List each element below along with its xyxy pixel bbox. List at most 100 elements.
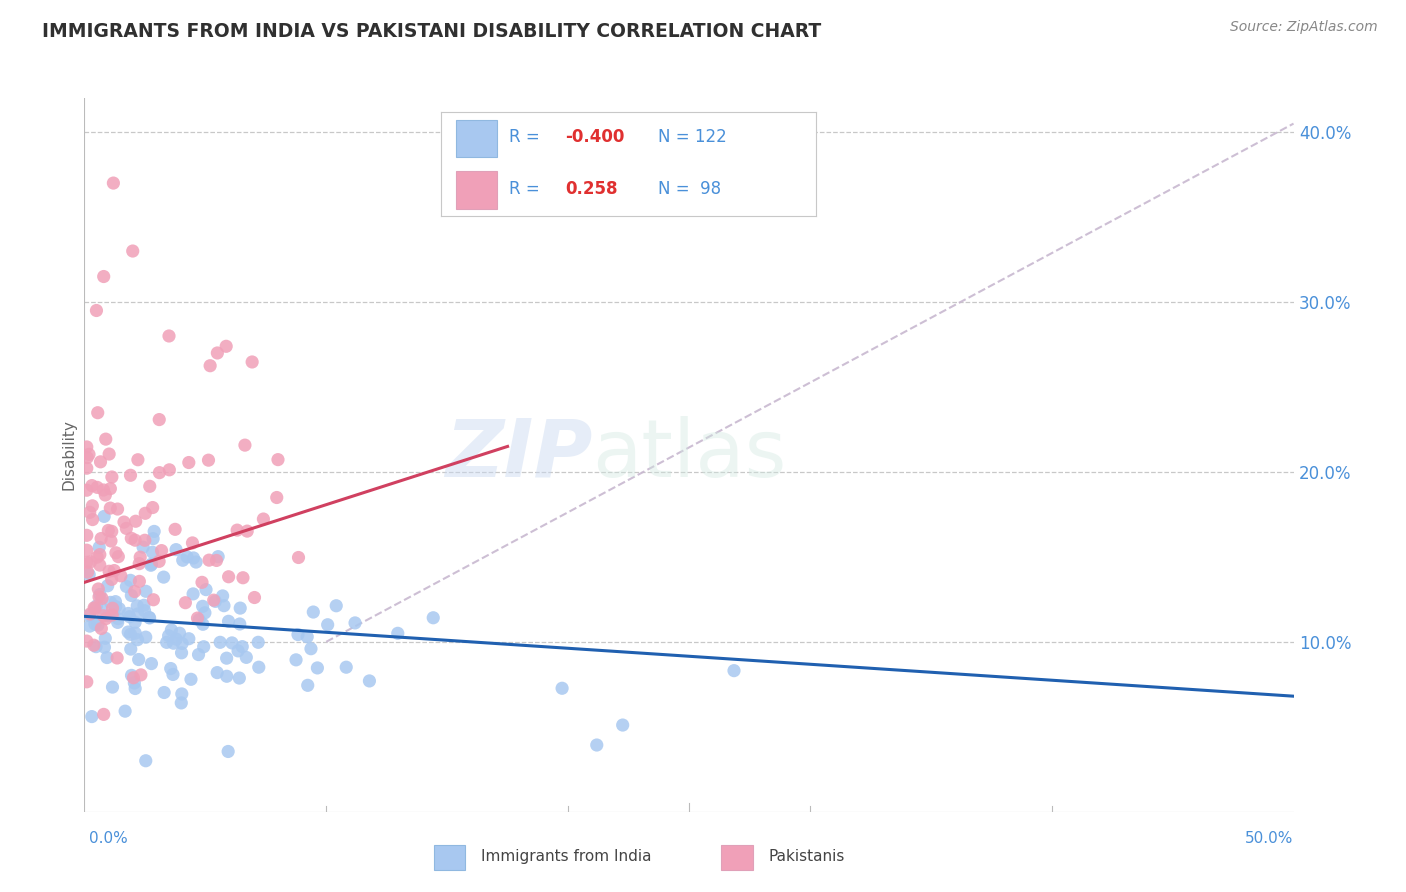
Point <box>120 627 142 641</box>
Point <box>108 601 131 615</box>
Point <box>180 673 202 687</box>
Point <box>105 651 128 665</box>
Point <box>76 450 98 465</box>
Point <box>285 653 308 667</box>
Point <box>267 452 290 467</box>
Text: atlas: atlas <box>592 416 786 494</box>
Point <box>247 635 270 649</box>
Point <box>186 611 208 625</box>
Point <box>191 575 214 590</box>
Point <box>101 601 124 615</box>
Point <box>127 632 149 647</box>
Point <box>115 521 138 535</box>
Point <box>422 611 444 625</box>
Point <box>157 629 180 643</box>
Point <box>344 615 367 630</box>
Point <box>218 615 240 629</box>
Point <box>124 626 146 640</box>
Point <box>90 622 112 636</box>
Point <box>142 500 165 515</box>
Point <box>135 630 157 644</box>
Point <box>177 632 200 646</box>
Point <box>129 668 152 682</box>
Point <box>160 623 183 637</box>
Point <box>120 642 142 657</box>
Point <box>266 491 288 505</box>
Point <box>585 738 607 752</box>
Point <box>198 553 221 567</box>
Point <box>134 604 156 618</box>
Point <box>93 509 115 524</box>
Point <box>162 667 184 681</box>
Point <box>723 664 745 678</box>
Text: ZIP: ZIP <box>444 416 592 494</box>
Point <box>76 440 98 454</box>
Text: Source: ZipAtlas.com: Source: ZipAtlas.com <box>1230 20 1378 34</box>
Point <box>194 606 217 620</box>
Point <box>211 589 233 603</box>
Point <box>89 548 111 562</box>
Point <box>121 668 143 682</box>
Point <box>121 244 143 258</box>
Point <box>170 687 193 701</box>
Point <box>98 501 121 516</box>
Point <box>128 652 150 666</box>
Point <box>76 555 98 569</box>
Point <box>287 627 309 641</box>
Point <box>93 707 115 722</box>
Point <box>143 524 166 539</box>
Point <box>359 673 381 688</box>
Point <box>226 523 249 537</box>
Point <box>195 582 218 597</box>
Point <box>100 595 122 609</box>
Point <box>122 671 145 685</box>
Point <box>129 550 152 565</box>
Point <box>84 601 107 615</box>
Point <box>197 453 219 467</box>
Point <box>101 470 124 484</box>
Point <box>97 579 120 593</box>
Point <box>103 176 125 190</box>
Point <box>169 626 191 640</box>
Point <box>77 567 100 582</box>
Point <box>104 599 127 614</box>
Point <box>89 455 111 469</box>
Point <box>83 600 105 615</box>
Point <box>207 549 229 564</box>
Point <box>82 499 104 513</box>
Point <box>207 346 229 360</box>
Point <box>91 591 114 606</box>
Point <box>86 599 108 613</box>
Point <box>76 461 98 475</box>
Point <box>156 635 179 649</box>
Point <box>86 303 108 318</box>
Text: 0.0%: 0.0% <box>89 831 128 846</box>
Point <box>87 618 110 632</box>
Point <box>612 718 634 732</box>
Point <box>82 512 104 526</box>
Point <box>215 651 238 665</box>
Point <box>191 599 214 614</box>
Point <box>176 549 198 564</box>
Point <box>76 543 98 558</box>
Point <box>79 619 101 633</box>
Point <box>233 438 256 452</box>
Point <box>165 542 187 557</box>
Point <box>148 466 170 480</box>
Point <box>128 574 150 589</box>
Point <box>97 608 120 623</box>
Point <box>93 640 115 655</box>
Point <box>157 329 180 343</box>
Point <box>302 605 325 619</box>
Point <box>247 660 270 674</box>
Point <box>212 599 235 613</box>
Point <box>86 480 108 494</box>
Point <box>124 681 146 696</box>
Point <box>93 608 115 623</box>
Point <box>148 412 170 426</box>
Point <box>551 681 574 696</box>
Point <box>165 632 187 646</box>
Point <box>101 680 124 694</box>
Point <box>100 533 122 548</box>
Point <box>124 584 146 599</box>
